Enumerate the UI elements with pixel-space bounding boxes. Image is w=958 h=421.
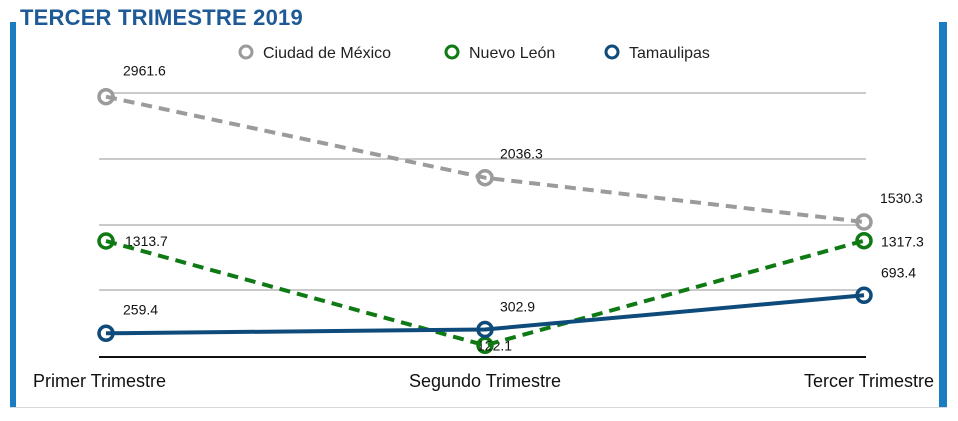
legend-item-ciudad-de-mexico: Ciudad de México (238, 44, 391, 62)
legend-item-nuevo-leon: Nuevo León (444, 44, 555, 62)
data-label-tamaulipas-tercer-trimestre: 693.4 (881, 264, 916, 280)
data-label-ciudad-de-mexico-segundo-trimestre: 2036.3 (500, 146, 543, 162)
right-accent-bar (939, 22, 947, 408)
legend-label-tamaulipas: Tamaulipas (629, 45, 710, 62)
legend-marker-tamaulipas (604, 44, 620, 60)
grid-lines (99, 92, 866, 291)
bottom-border (10, 407, 947, 408)
data-label-nuevo-leon-segundo-trimestre: 122.1 (477, 337, 512, 353)
series-line-tamaulipas (105, 293, 865, 336)
x-tick-primer-trimestre: Primer Trimestre (33, 371, 166, 391)
chart-title: TERCER TRIMESTRE 2019 (18, 5, 309, 31)
legend-marker-ciudad-de-mexico (238, 44, 254, 60)
legend: Ciudad de México Nuevo León Tamaulipas (238, 44, 710, 62)
data-label-tamaulipas-segundo-trimestre: 302.9 (500, 299, 535, 315)
data-points (97, 87, 873, 355)
legend-label-ciudad-de-mexico: Ciudad de México (263, 45, 391, 62)
x-tick-segundo-trimestre: Segundo Trimestre (409, 371, 561, 391)
legend-marker-nuevo-leon (444, 44, 460, 60)
data-labels: 2961.6 2036.3 1530.3 1313.7 122.1 1317.3 259.4… (123, 63, 924, 354)
series-layer: 2961.6 2036.3 1530.3 1313.7 122.1 1317.3 259.4… (97, 63, 924, 355)
x-tick-labels: Primer Trimestre Segundo Trimestre Tercer … (33, 371, 934, 391)
left-accent-bar (10, 22, 16, 408)
data-label-ciudad-de-mexico-primer-trimestre: 2961.6 (123, 63, 166, 79)
data-label-nuevo-leon-tercer-trimestre: 1317.3 (881, 234, 924, 250)
series-line-ciudad-de-mexico (105, 94, 865, 224)
x-tick-tercer-trimestre: Tercer Trimestre (804, 371, 934, 391)
data-label-nuevo-leon-primer-trimestre: 1313.7 (125, 233, 168, 249)
data-label-tamaulipas-primer-trimestre: 259.4 (123, 301, 158, 317)
legend-label-nuevo-leon: Nuevo León (469, 45, 555, 62)
series-line-nuevo-leon (105, 238, 865, 348)
legend-item-tamaulipas: Tamaulipas (604, 44, 710, 62)
data-label-ciudad-de-mexico-tercer-trimestre: 1530.3 (880, 190, 923, 206)
